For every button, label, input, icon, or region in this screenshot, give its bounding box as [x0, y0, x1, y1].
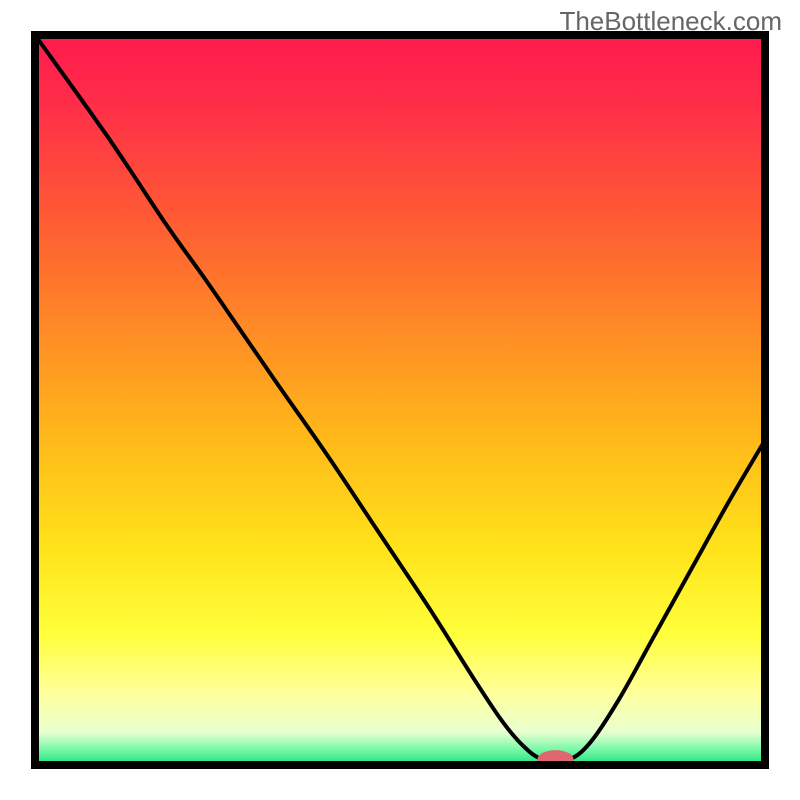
- bottleneck-chart: [0, 0, 800, 800]
- gradient-background: [35, 35, 765, 765]
- chart-container: TheBottleneck.com: [0, 0, 800, 800]
- watermark-text: TheBottleneck.com: [559, 6, 782, 37]
